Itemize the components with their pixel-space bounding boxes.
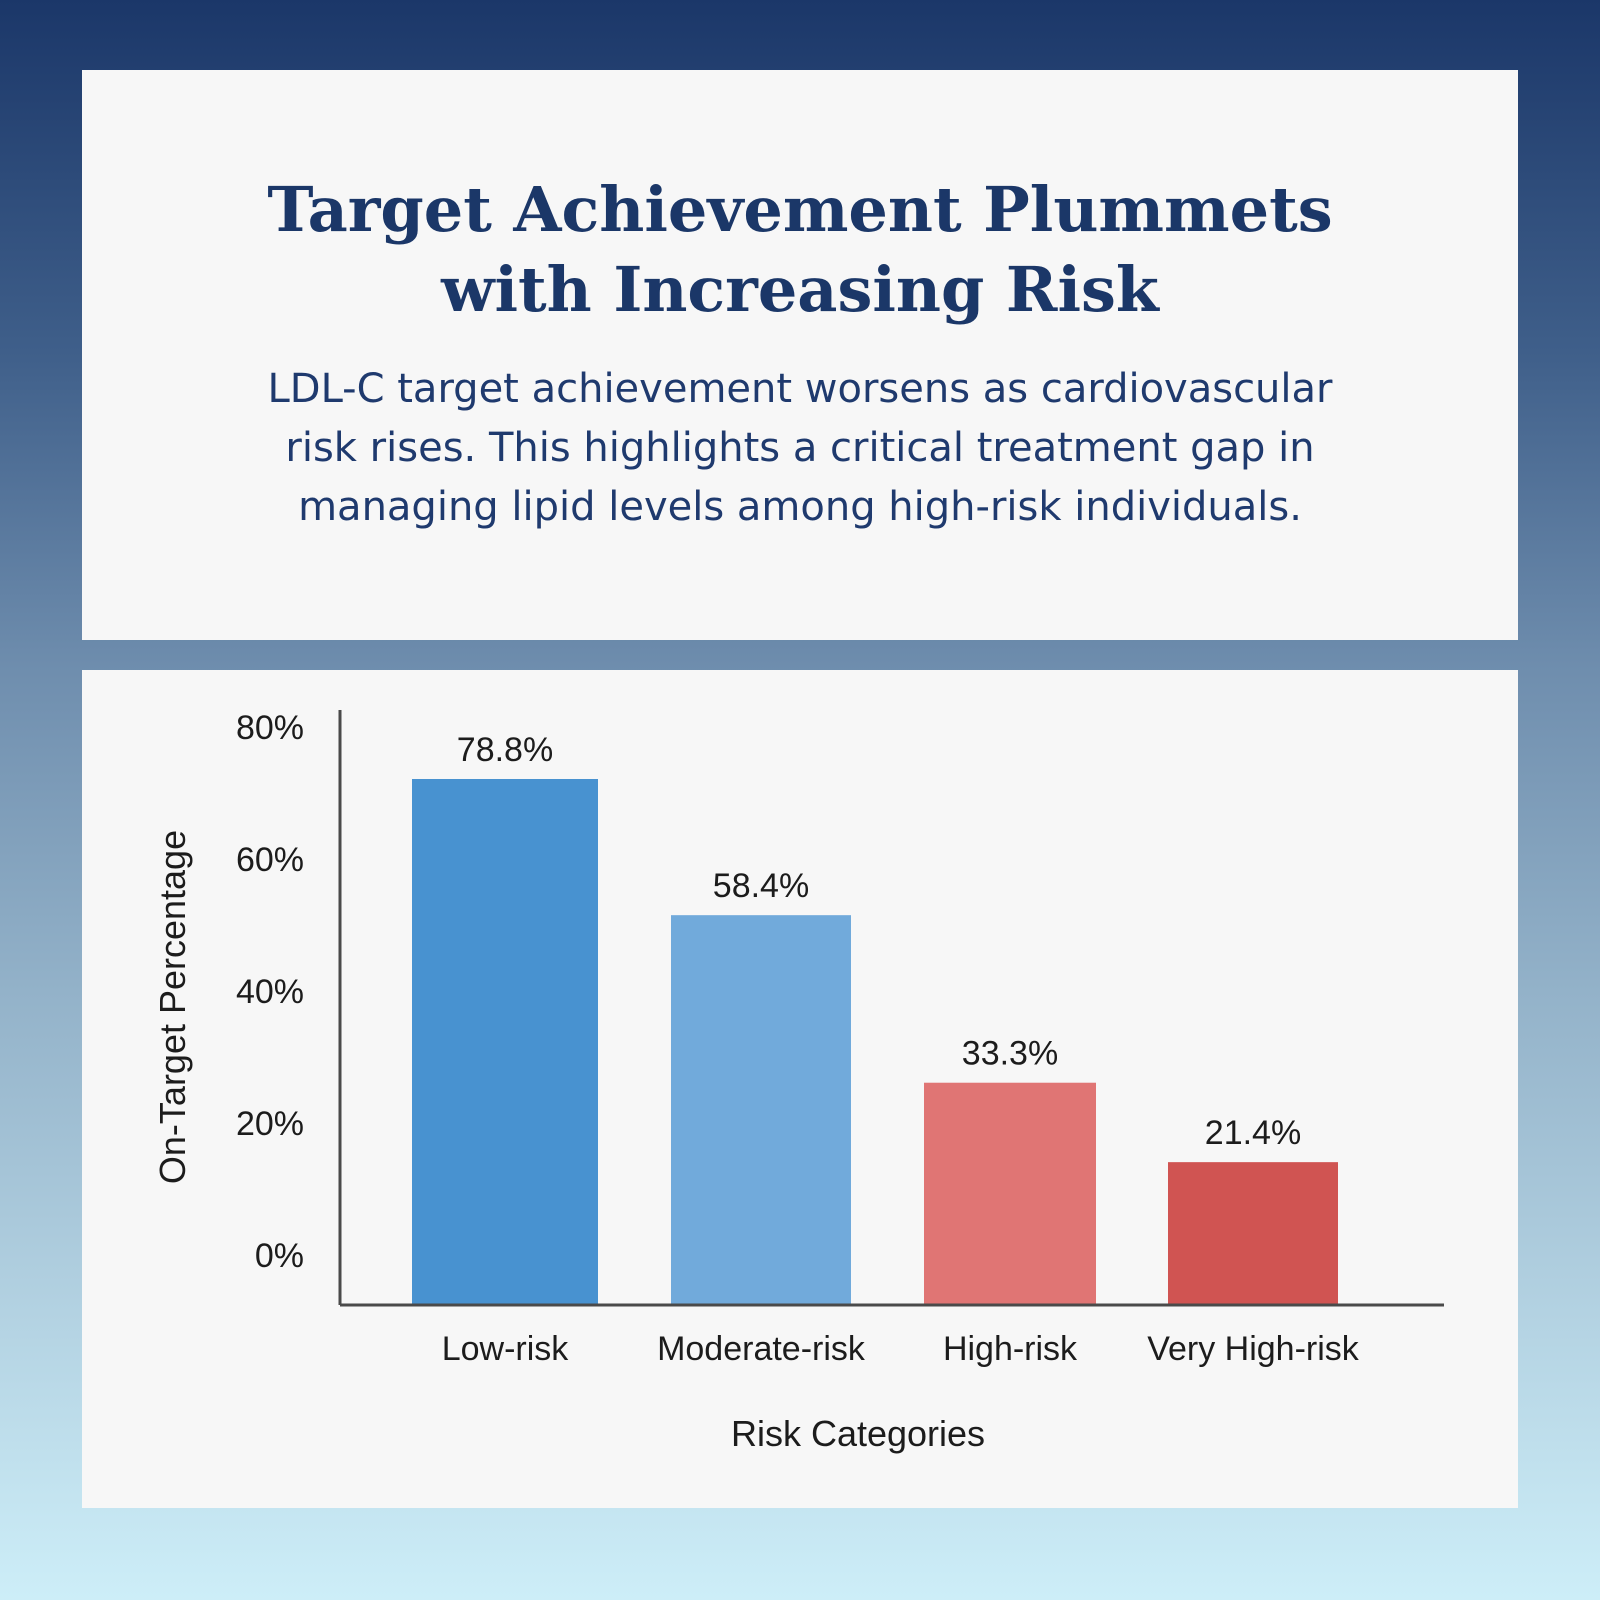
bar bbox=[412, 779, 598, 1305]
chart-card: 0% 20% 40% 60% 80% 78.8% 58.4% 33.3% 21.4% Low-… bbox=[82, 670, 1518, 1508]
x-axis-tick-labels: Low-risk Moderate-risk High-risk Very High-… bbox=[442, 1330, 1360, 1368]
y-tick-label: 20% bbox=[236, 1105, 304, 1143]
title-line-1: Target Achievement Plummets bbox=[267, 173, 1333, 246]
page-subtitle: LDL-C target achievement worsens as card… bbox=[172, 360, 1428, 537]
subtitle-line-2: risk rises. This highlights a critical t… bbox=[285, 425, 1315, 471]
x-tick-label: Moderate-risk bbox=[657, 1330, 866, 1368]
x-tick-label: Very High-risk bbox=[1147, 1330, 1360, 1368]
y-tick-label: 80% bbox=[236, 709, 304, 747]
bar bbox=[1168, 1162, 1338, 1305]
bar-chart: 0% 20% 40% 60% 80% 78.8% 58.4% 33.3% 21.4% Low-… bbox=[152, 709, 1444, 1454]
bar-value-label: 33.3% bbox=[962, 1035, 1058, 1073]
y-tick-label: 60% bbox=[236, 841, 304, 879]
subtitle-line-3: managing lipid levels among high-risk in… bbox=[298, 484, 1302, 530]
title-line-2: with Increasing Risk bbox=[441, 253, 1159, 326]
header-card: Target Achievement Plummets with Increas… bbox=[82, 70, 1518, 640]
bar-value-label: 58.4% bbox=[713, 867, 809, 905]
x-axis-title: Risk Categories bbox=[731, 1413, 985, 1454]
page-title: Target Achievement Plummets with Increas… bbox=[82, 170, 1518, 330]
y-tick-label: 40% bbox=[236, 973, 304, 1011]
y-axis-title: On-Target Percentage bbox=[152, 830, 193, 1184]
y-axis-ticks: 0% 20% 40% 60% 80% bbox=[236, 709, 304, 1275]
y-tick-label: 0% bbox=[255, 1237, 304, 1275]
data-labels: 78.8% 58.4% 33.3% 21.4% bbox=[457, 731, 1301, 1152]
x-tick-label: Low-risk bbox=[442, 1330, 570, 1368]
bar bbox=[671, 915, 851, 1305]
bar-value-label: 78.8% bbox=[457, 731, 553, 769]
bar-value-label: 21.4% bbox=[1205, 1114, 1301, 1152]
x-tick-label: High-risk bbox=[943, 1330, 1078, 1368]
bar-series bbox=[412, 779, 1338, 1305]
bar bbox=[924, 1082, 1096, 1305]
subtitle-line-1: LDL-C target achievement worsens as card… bbox=[267, 366, 1333, 412]
